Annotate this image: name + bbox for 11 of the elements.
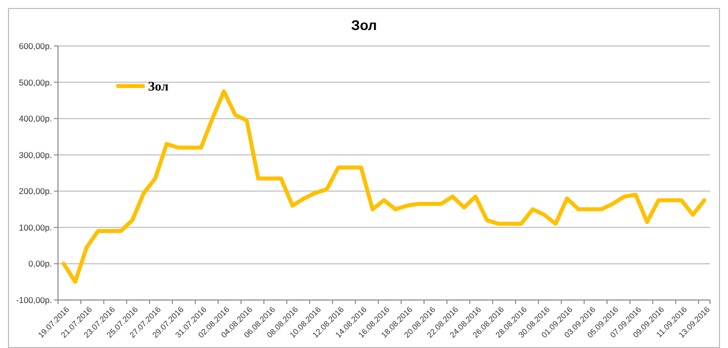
y-tick-label: 200,00р. <box>18 186 52 196</box>
y-tick-label: 0,00р. <box>28 258 52 269</box>
legend-label: Зол <box>148 78 168 94</box>
chart-title: Зол <box>351 17 377 33</box>
line-series <box>62 89 706 284</box>
y-tick-label: 600,00р. <box>18 40 52 51</box>
y-tick-label: 100,00р. <box>18 222 52 232</box>
y-tick-label: 400,00р. <box>18 114 52 124</box>
y-tick-label: 300,00р. <box>18 150 52 160</box>
y-tick-label: -100,00р. <box>16 294 52 305</box>
y-tick-label: 500,00р. <box>18 77 52 88</box>
